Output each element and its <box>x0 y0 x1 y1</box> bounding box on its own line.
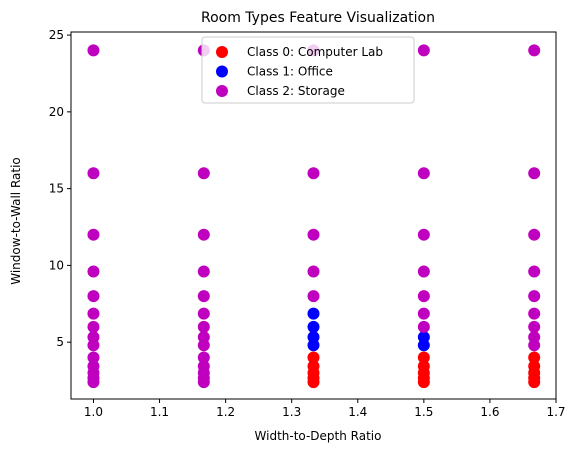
data-point <box>528 167 541 180</box>
plot-frame <box>70 31 557 400</box>
data-point <box>87 167 100 180</box>
data-point <box>307 351 320 364</box>
plot-area <box>87 44 541 389</box>
data-point <box>197 360 210 373</box>
legend: Class 0: Computer Lab Class 1: Office Clas… <box>201 36 415 104</box>
series-0 <box>307 351 541 389</box>
data-point <box>417 351 430 364</box>
data-point <box>197 307 210 320</box>
data-point <box>528 228 541 241</box>
data-point <box>417 44 430 57</box>
data-point <box>528 351 541 364</box>
series-2 <box>87 44 541 389</box>
data-point <box>87 360 100 373</box>
data-point <box>528 320 541 333</box>
legend-marker <box>216 85 228 97</box>
legend-marker <box>216 65 228 78</box>
data-point <box>528 44 541 57</box>
data-point <box>197 228 210 241</box>
data-point <box>197 351 210 364</box>
x-tick-label: 1.4 <box>348 405 367 419</box>
series-1 <box>307 307 430 352</box>
data-point <box>87 290 100 303</box>
y-tick-label: 5 <box>56 335 64 349</box>
x-tick-label: 1.1 <box>150 405 169 419</box>
x-axis-ticks: 1.0 1.1 1.2 1.3 1.4 1.5 1.6 1.7 <box>84 399 566 419</box>
data-point <box>307 320 320 333</box>
data-point <box>307 307 320 320</box>
data-point <box>528 290 541 303</box>
x-tick-label: 1.3 <box>282 405 301 419</box>
data-point <box>417 290 430 303</box>
legend-label: Class 2: Storage <box>247 84 345 98</box>
data-point <box>197 320 210 333</box>
x-tick-label: 1.2 <box>216 405 235 419</box>
data-point <box>417 331 430 344</box>
data-point <box>417 265 430 278</box>
y-tick-label: 25 <box>49 28 64 42</box>
data-point <box>528 265 541 278</box>
x-tick-label: 1.7 <box>546 405 565 419</box>
x-axis-label: Width-to-Depth Ratio <box>255 429 382 443</box>
data-point <box>417 320 430 333</box>
data-point <box>307 167 320 180</box>
data-point <box>87 265 100 278</box>
data-point <box>528 360 541 373</box>
chart-title: Room Types Feature Visualization <box>201 10 435 26</box>
data-point <box>197 290 210 303</box>
x-tick-label: 1.5 <box>414 405 433 419</box>
data-point <box>417 360 430 373</box>
data-point <box>87 228 100 241</box>
y-tick-label: 15 <box>49 182 64 196</box>
y-axis-label: Window-to-Wall Ratio <box>9 157 23 285</box>
legend-marker <box>216 46 228 58</box>
data-point <box>528 331 541 344</box>
legend-label: Class 0: Computer Lab <box>247 45 383 59</box>
data-point <box>87 320 100 333</box>
data-point <box>197 167 210 180</box>
data-point <box>307 228 320 241</box>
y-axis-ticks: 5 10 15 20 25 <box>49 28 71 349</box>
legend-box <box>201 36 415 104</box>
x-tick-label: 1.6 <box>480 405 499 419</box>
data-point <box>307 360 320 373</box>
data-point <box>87 307 100 320</box>
data-point <box>87 331 100 344</box>
data-point <box>307 265 320 278</box>
y-tick-label: 20 <box>49 105 64 119</box>
y-tick-label: 10 <box>49 258 64 272</box>
data-point <box>87 44 100 57</box>
data-point <box>417 167 430 180</box>
legend-label: Class 1: Office <box>247 65 333 79</box>
data-point <box>307 331 320 344</box>
data-point <box>417 228 430 241</box>
x-tick-label: 1.0 <box>84 405 103 419</box>
data-point <box>307 290 320 303</box>
data-point <box>87 351 100 364</box>
data-point <box>197 265 210 278</box>
data-point <box>197 331 210 344</box>
data-point <box>528 307 541 320</box>
data-point <box>417 307 430 320</box>
